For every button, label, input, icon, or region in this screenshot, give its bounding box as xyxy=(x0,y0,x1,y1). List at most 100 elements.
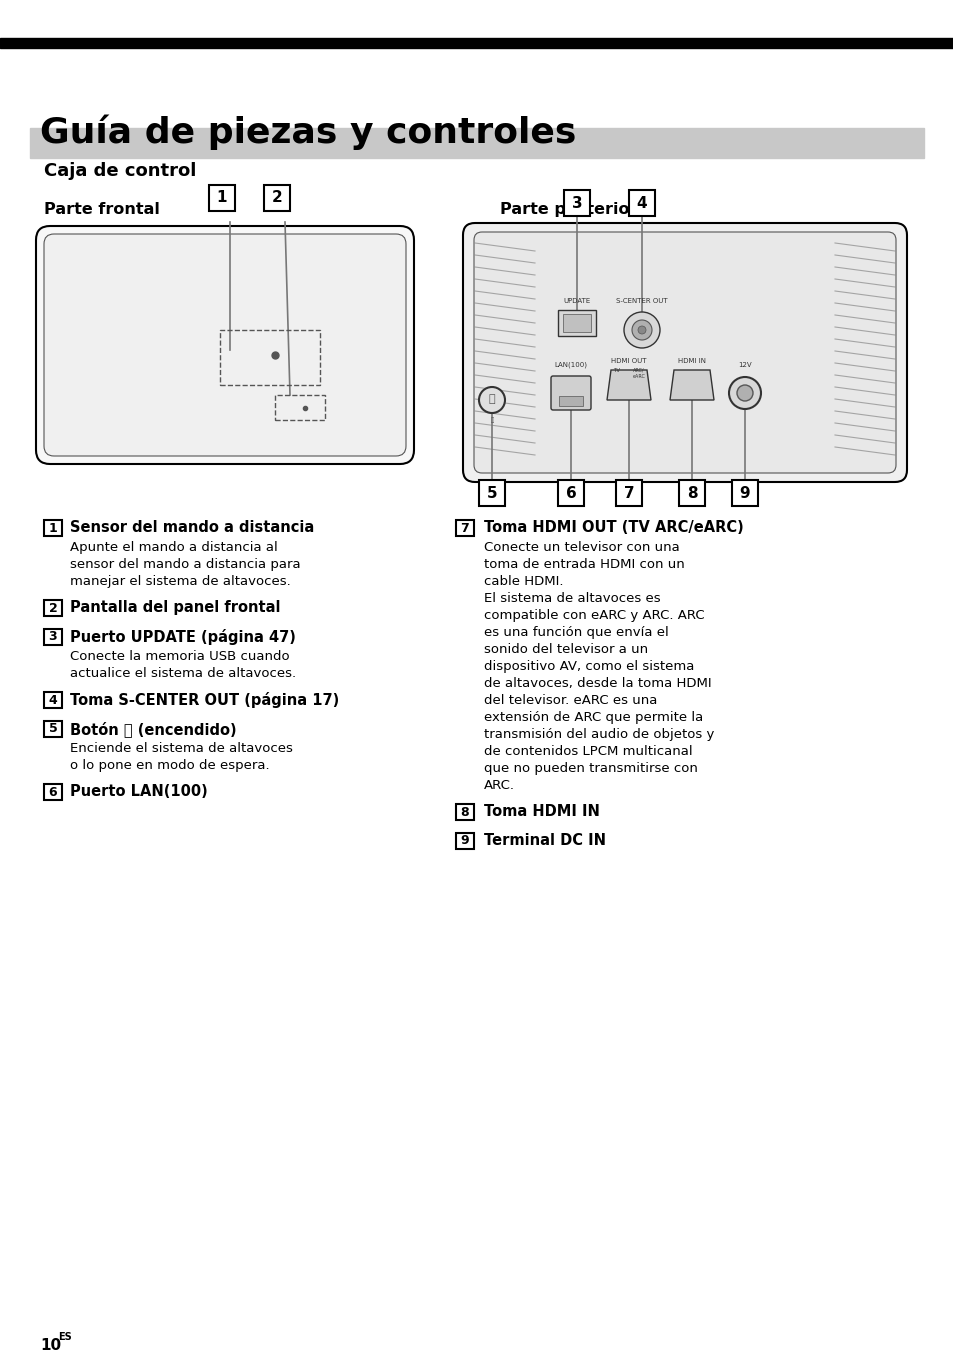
Bar xyxy=(558,480,583,506)
Text: Sensor del mando a distancia: Sensor del mando a distancia xyxy=(70,520,314,535)
Bar xyxy=(44,721,62,737)
Bar xyxy=(264,185,290,210)
Text: Terminal DC IN: Terminal DC IN xyxy=(483,833,605,848)
FancyBboxPatch shape xyxy=(44,233,406,456)
Bar xyxy=(44,600,62,616)
Polygon shape xyxy=(606,370,650,400)
Text: Puerto LAN(100): Puerto LAN(100) xyxy=(70,784,208,799)
Text: sonido del televisor a un: sonido del televisor a un xyxy=(483,643,647,655)
Text: 1: 1 xyxy=(49,521,57,535)
Text: 7: 7 xyxy=(623,486,634,501)
Text: ⏻: ⏻ xyxy=(488,394,495,404)
Text: transmisión del audio de objetos y: transmisión del audio de objetos y xyxy=(483,727,714,741)
Text: HDMI IN: HDMI IN xyxy=(678,358,705,364)
Bar xyxy=(44,520,62,536)
Circle shape xyxy=(478,387,504,413)
Bar xyxy=(220,330,319,385)
Bar xyxy=(44,692,62,708)
Text: TV: TV xyxy=(613,368,619,373)
Text: Parte posterior: Parte posterior xyxy=(499,202,637,217)
Text: 10: 10 xyxy=(40,1338,61,1353)
Bar xyxy=(558,309,596,337)
Text: Apunte el mando a distancia al: Apunte el mando a distancia al xyxy=(70,541,277,554)
Bar xyxy=(558,396,582,406)
Text: toma de entrada HDMI con un: toma de entrada HDMI con un xyxy=(483,558,684,571)
Text: 8: 8 xyxy=(460,806,469,818)
Text: cable HDMI.: cable HDMI. xyxy=(483,575,563,588)
Bar xyxy=(731,480,758,506)
Text: compatible con eARC y ARC. ARC: compatible con eARC y ARC. ARC xyxy=(483,609,704,622)
Bar xyxy=(456,803,474,820)
Text: 9: 9 xyxy=(460,835,469,848)
Text: HDMI OUT: HDMI OUT xyxy=(611,358,646,364)
Circle shape xyxy=(728,377,760,408)
Bar xyxy=(616,480,641,506)
Bar xyxy=(274,395,325,421)
Text: Toma S-CENTER OUT (página 17): Toma S-CENTER OUT (página 17) xyxy=(70,692,339,708)
Text: 2: 2 xyxy=(272,190,282,205)
Text: de contenidos LPCM multicanal: de contenidos LPCM multicanal xyxy=(483,745,692,759)
Circle shape xyxy=(631,320,651,341)
Text: del televisor. eARC es una: del televisor. eARC es una xyxy=(483,693,657,707)
Text: 4: 4 xyxy=(49,693,57,707)
Text: 12V: 12V xyxy=(738,362,751,368)
FancyBboxPatch shape xyxy=(462,223,906,482)
Text: 8: 8 xyxy=(686,486,697,501)
Bar xyxy=(563,190,589,216)
Text: Caja de control: Caja de control xyxy=(44,161,196,180)
FancyBboxPatch shape xyxy=(551,376,590,410)
Text: UPDATE: UPDATE xyxy=(563,299,590,304)
Text: o lo pone en modo de espera.: o lo pone en modo de espera. xyxy=(70,759,270,772)
Bar xyxy=(30,128,923,157)
Text: 9: 9 xyxy=(739,486,749,501)
Text: Toma HDMI OUT (TV ARC/eARC): Toma HDMI OUT (TV ARC/eARC) xyxy=(483,520,743,535)
Text: ⏻: ⏻ xyxy=(490,417,493,422)
Text: 6: 6 xyxy=(565,486,576,501)
Text: LAN(100): LAN(100) xyxy=(554,362,587,369)
Bar xyxy=(679,480,704,506)
Text: 3: 3 xyxy=(49,631,57,643)
Text: que no pueden transmitirse con: que no pueden transmitirse con xyxy=(483,763,698,775)
Circle shape xyxy=(623,312,659,347)
Text: El sistema de altavoces es: El sistema de altavoces es xyxy=(483,592,659,605)
Text: 2: 2 xyxy=(49,601,57,615)
Text: Parte frontal: Parte frontal xyxy=(44,202,160,217)
Text: extensión de ARC que permite la: extensión de ARC que permite la xyxy=(483,711,702,725)
Text: 6: 6 xyxy=(49,786,57,798)
Text: Conecte la memoria USB cuando: Conecte la memoria USB cuando xyxy=(70,650,290,664)
Text: ES: ES xyxy=(58,1333,71,1342)
Text: ARC.: ARC. xyxy=(483,779,515,792)
Text: 1: 1 xyxy=(216,190,227,205)
Text: 3: 3 xyxy=(571,195,581,210)
Text: 5: 5 xyxy=(49,722,57,735)
Text: dispositivo AV, como el sistema: dispositivo AV, como el sistema xyxy=(483,660,694,673)
Text: 7: 7 xyxy=(460,521,469,535)
FancyBboxPatch shape xyxy=(36,227,414,464)
Text: 4: 4 xyxy=(636,195,647,210)
Bar xyxy=(44,630,62,645)
Bar xyxy=(628,190,655,216)
Circle shape xyxy=(737,385,752,402)
Text: Puerto UPDATE (página 47): Puerto UPDATE (página 47) xyxy=(70,630,295,645)
Text: manejar el sistema de altavoces.: manejar el sistema de altavoces. xyxy=(70,575,291,588)
Text: 5: 5 xyxy=(486,486,497,501)
Bar xyxy=(562,313,590,332)
Text: de altavoces, desde la toma HDMI: de altavoces, desde la toma HDMI xyxy=(483,677,711,689)
Bar xyxy=(0,38,953,47)
Circle shape xyxy=(638,326,645,334)
Text: Guía de piezas y controles: Guía de piezas y controles xyxy=(40,115,576,151)
Text: ARC/
eARC: ARC/ eARC xyxy=(632,368,645,379)
Text: Enciende el sistema de altavoces: Enciende el sistema de altavoces xyxy=(70,742,293,754)
FancyBboxPatch shape xyxy=(474,232,895,474)
Bar xyxy=(44,784,62,801)
Text: Pantalla del panel frontal: Pantalla del panel frontal xyxy=(70,600,280,615)
Text: S-CENTER OUT: S-CENTER OUT xyxy=(616,299,667,304)
Bar xyxy=(456,520,474,536)
Text: sensor del mando a distancia para: sensor del mando a distancia para xyxy=(70,558,300,571)
Text: Toma HDMI IN: Toma HDMI IN xyxy=(483,803,599,820)
Text: Botón ⏻ (encendido): Botón ⏻ (encendido) xyxy=(70,721,236,737)
Polygon shape xyxy=(669,370,713,400)
Text: actualice el sistema de altavoces.: actualice el sistema de altavoces. xyxy=(70,668,295,680)
Text: Conecte un televisor con una: Conecte un televisor con una xyxy=(483,541,679,554)
Text: es una función que envía el: es una función que envía el xyxy=(483,626,668,639)
